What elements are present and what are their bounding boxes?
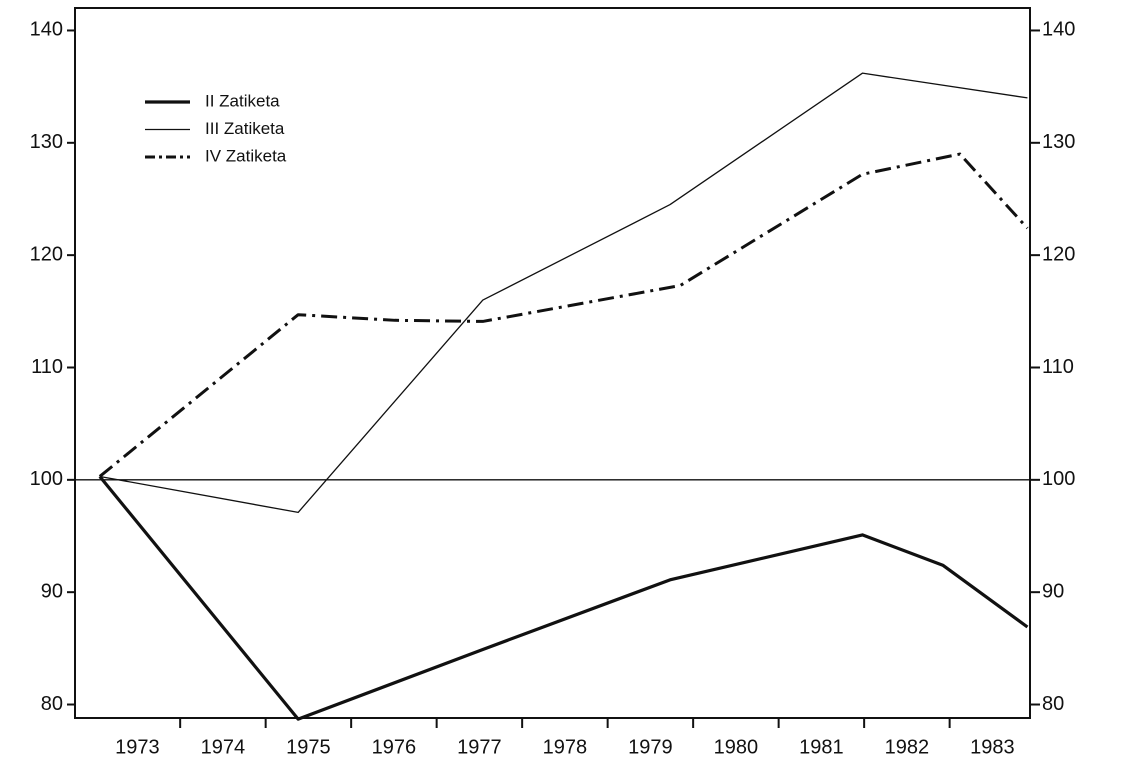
y-tick-label: 140 (30, 19, 63, 41)
y-tick-label: 100 (30, 468, 63, 490)
y-tick-label: 120 (30, 243, 63, 265)
series-line (98, 475, 1029, 721)
legend-label: III Zatiketa (205, 119, 285, 138)
legend-label: IV Zatiketa (205, 146, 287, 165)
x-tick-label: 1973 (115, 736, 160, 758)
series-line (98, 152, 1029, 478)
legend-label: II Zatiketa (205, 91, 280, 110)
x-tick-label: 1982 (885, 736, 930, 758)
x-tick-label: 1980 (714, 736, 759, 758)
x-tick-label: 1975 (286, 736, 331, 758)
y-tick-label: 90 (41, 580, 63, 602)
y-tick-label: 110 (31, 356, 63, 378)
y-tick-label: 130 (30, 131, 63, 153)
x-tick-label: 1983 (970, 736, 1015, 758)
y2-tick-label: 80 (1042, 693, 1064, 715)
x-tick-label: 1981 (799, 736, 844, 758)
x-tick-label: 1979 (628, 736, 673, 758)
y2-tick-label: 100 (1042, 468, 1075, 490)
series-line (99, 72, 1028, 514)
x-tick-label: 1977 (457, 736, 502, 758)
y2-tick-label: 130 (1042, 131, 1075, 153)
y2-tick-label: 140 (1042, 19, 1075, 41)
y2-tick-label: 110 (1042, 356, 1074, 378)
x-tick-label: 1978 (543, 736, 588, 758)
y2-tick-label: 120 (1042, 243, 1075, 265)
x-tick-label: 1976 (372, 736, 417, 758)
plot-frame (74, 7, 1031, 719)
y2-tick-label: 90 (1042, 580, 1064, 602)
y-tick-label: 80 (41, 693, 63, 715)
x-tick-label: 1974 (201, 736, 246, 758)
